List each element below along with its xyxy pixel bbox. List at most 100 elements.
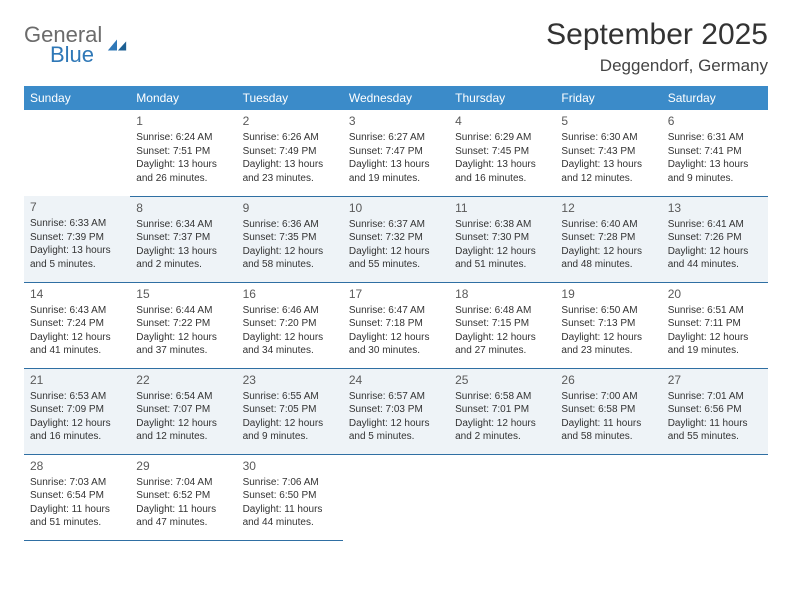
day-number: 2 [243, 113, 337, 129]
day-details: Sunrise: 6:43 AMSunset: 7:24 PMDaylight:… [30, 304, 124, 358]
calendar-body: 1Sunrise: 6:24 AMSunset: 7:51 PMDaylight… [24, 110, 768, 540]
day-number: 13 [668, 200, 762, 216]
calendar-day-cell: 18 Sunrise: 6:48 AMSunset: 7:15 PMDayligh… [449, 282, 555, 368]
day-details: Sunrise: 7:01 AMSunset: 6:56 PMDaylight:… [668, 390, 762, 444]
day-number: 7 [30, 199, 124, 215]
day-number: 25 [455, 372, 549, 388]
day-number: 8 [136, 200, 230, 216]
calendar-day-cell: 27 Sunrise: 7:01 AMSunset: 6:56 PMDayligh… [662, 368, 768, 454]
calendar-day-cell: 29Sunrise: 7:04 AMSunset: 6:52 PMDayligh… [130, 454, 236, 540]
day-number: 14 [30, 286, 124, 302]
day-details: Sunrise: 6:50 AMSunset: 7:13 PMDaylight:… [561, 304, 655, 358]
day-details: Sunrise: 6:37 AMSunset: 7:32 PMDaylight:… [349, 218, 443, 272]
calendar-day-cell: 10 Sunrise: 6:37 AMSunset: 7:32 PMDayligh… [343, 196, 449, 282]
brand-logo: General Blue [24, 24, 128, 66]
calendar-day-cell: 2Sunrise: 6:26 AMSunset: 7:49 PMDaylight… [237, 110, 343, 196]
day-number: 23 [243, 372, 337, 388]
day-details: Sunrise: 6:47 AMSunset: 7:18 PMDaylight:… [349, 304, 443, 358]
calendar-day-cell: 25 Sunrise: 6:58 AMSunset: 7:01 PMDayligh… [449, 368, 555, 454]
day-number: 6 [668, 113, 762, 129]
month-title: September 2025 [546, 18, 768, 52]
calendar-day-cell: 26Sunrise: 7:00 AMSunset: 6:58 PMDayligh… [555, 368, 661, 454]
brand-text: General Blue [24, 24, 102, 66]
calendar-day-cell: 12 Sunrise: 6:40 AMSunset: 7:28 PMDayligh… [555, 196, 661, 282]
calendar-day-cell: 21 Sunrise: 6:53 AMSunset: 7:09 PMDayligh… [24, 368, 130, 454]
calendar-day-cell: 20 Sunrise: 6:51 AMSunset: 7:11 PMDayligh… [662, 282, 768, 368]
day-details: Sunrise: 6:51 AMSunset: 7:11 PMDaylight:… [668, 304, 762, 358]
day-number: 9 [243, 200, 337, 216]
day-details: Sunrise: 7:00 AMSunset: 6:58 PMDaylight:… [561, 390, 655, 444]
calendar-day-cell: 30 Sunrise: 7:06 AMSunset: 6:50 PMDayligh… [237, 454, 343, 540]
title-block: September 2025 Deggendorf, Germany [546, 18, 768, 76]
day-details: Sunrise: 6:31 AMSunset: 7:41 PMDaylight:… [668, 131, 762, 185]
calendar-empty-cell [24, 110, 130, 196]
day-details: Sunrise: 6:40 AMSunset: 7:28 PMDaylight:… [561, 218, 655, 272]
day-number: 29 [136, 458, 230, 474]
day-number: 12 [561, 200, 655, 216]
weekday-header: Monday [130, 86, 236, 110]
calendar-empty-cell [449, 454, 555, 540]
calendar-day-cell: 19 Sunrise: 6:50 AMSunset: 7:13 PMDayligh… [555, 282, 661, 368]
header: General Blue September 2025 Deggendorf, … [24, 18, 768, 76]
calendar-empty-cell [662, 454, 768, 540]
calendar-week-row: 1Sunrise: 6:24 AMSunset: 7:51 PMDaylight… [24, 110, 768, 196]
day-number: 5 [561, 113, 655, 129]
day-number: 10 [349, 200, 443, 216]
calendar-day-cell: 1Sunrise: 6:24 AMSunset: 7:51 PMDaylight… [130, 110, 236, 196]
calendar-day-cell: 24 Sunrise: 6:57 AMSunset: 7:03 PMDayligh… [343, 368, 449, 454]
day-details: Sunrise: 6:34 AMSunset: 7:37 PMDaylight:… [136, 218, 230, 272]
day-number: 21 [30, 372, 124, 388]
calendar-day-cell: 3 Sunrise: 6:27 AMSunset: 7:47 PMDaylight… [343, 110, 449, 196]
day-details: Sunrise: 7:03 AMSunset: 6:54 PMDaylight:… [30, 476, 124, 530]
calendar-day-cell: 13 Sunrise: 6:41 AMSunset: 7:26 PMDayligh… [662, 196, 768, 282]
day-details: Sunrise: 6:33 AMSunset: 7:39 PMDaylight:… [30, 217, 124, 271]
day-details: Sunrise: 6:44 AMSunset: 7:22 PMDaylight:… [136, 304, 230, 358]
weekday-header: Friday [555, 86, 661, 110]
day-number: 30 [243, 458, 337, 474]
day-number: 27 [668, 372, 762, 388]
calendar-empty-cell [555, 454, 661, 540]
day-details: Sunrise: 6:54 AMSunset: 7:07 PMDaylight:… [136, 390, 230, 444]
calendar-day-cell: 22 Sunrise: 6:54 AMSunset: 7:07 PMDayligh… [130, 368, 236, 454]
day-details: Sunrise: 6:30 AMSunset: 7:43 PMDaylight:… [561, 131, 655, 185]
day-details: Sunrise: 6:57 AMSunset: 7:03 PMDaylight:… [349, 390, 443, 444]
calendar-day-cell: 9 Sunrise: 6:36 AMSunset: 7:35 PMDaylight… [237, 196, 343, 282]
day-number: 18 [455, 286, 549, 302]
calendar-empty-cell [343, 454, 449, 540]
day-details: Sunrise: 6:41 AMSunset: 7:26 PMDaylight:… [668, 218, 762, 272]
weekday-header: Sunday [24, 86, 130, 110]
weekday-header: Tuesday [237, 86, 343, 110]
calendar-day-cell: 7 Sunrise: 6:33 AMSunset: 7:39 PMDaylight… [24, 196, 130, 282]
calendar-day-cell: 17 Sunrise: 6:47 AMSunset: 7:18 PMDayligh… [343, 282, 449, 368]
day-number: 22 [136, 372, 230, 388]
day-number: 16 [243, 286, 337, 302]
calendar-week-row: 14 Sunrise: 6:43 AMSunset: 7:24 PMDayligh… [24, 282, 768, 368]
calendar-day-cell: 4 Sunrise: 6:29 AMSunset: 7:45 PMDaylight… [449, 110, 555, 196]
calendar-day-cell: 11Sunrise: 6:38 AMSunset: 7:30 PMDayligh… [449, 196, 555, 282]
calendar-day-cell: 16 Sunrise: 6:46 AMSunset: 7:20 PMDayligh… [237, 282, 343, 368]
day-details: Sunrise: 6:53 AMSunset: 7:09 PMDaylight:… [30, 390, 124, 444]
day-details: Sunrise: 7:06 AMSunset: 6:50 PMDaylight:… [243, 476, 337, 530]
day-details: Sunrise: 6:27 AMSunset: 7:47 PMDaylight:… [349, 131, 443, 185]
day-number: 24 [349, 372, 443, 388]
day-details: Sunrise: 6:36 AMSunset: 7:35 PMDaylight:… [243, 218, 337, 272]
day-details: Sunrise: 6:29 AMSunset: 7:45 PMDaylight:… [455, 131, 549, 185]
day-details: Sunrise: 6:38 AMSunset: 7:30 PMDaylight:… [455, 218, 549, 272]
calendar-table: SundayMondayTuesdayWednesdayThursdayFrid… [24, 86, 768, 541]
day-number: 28 [30, 458, 124, 474]
day-details: Sunrise: 6:55 AMSunset: 7:05 PMDaylight:… [243, 390, 337, 444]
weekday-header: Wednesday [343, 86, 449, 110]
brand-sail-icon [106, 37, 128, 53]
brand-word-2: Blue [50, 44, 102, 66]
calendar-week-row: 7 Sunrise: 6:33 AMSunset: 7:39 PMDaylight… [24, 196, 768, 282]
day-number: 3 [349, 113, 443, 129]
day-number: 20 [668, 286, 762, 302]
calendar-day-cell: 28 Sunrise: 7:03 AMSunset: 6:54 PMDayligh… [24, 454, 130, 540]
day-details: Sunrise: 6:46 AMSunset: 7:20 PMDaylight:… [243, 304, 337, 358]
day-details: Sunrise: 6:58 AMSunset: 7:01 PMDaylight:… [455, 390, 549, 444]
day-number: 19 [561, 286, 655, 302]
day-number: 4 [455, 113, 549, 129]
day-details: Sunrise: 6:48 AMSunset: 7:15 PMDaylight:… [455, 304, 549, 358]
day-number: 17 [349, 286, 443, 302]
weekday-header: Thursday [449, 86, 555, 110]
